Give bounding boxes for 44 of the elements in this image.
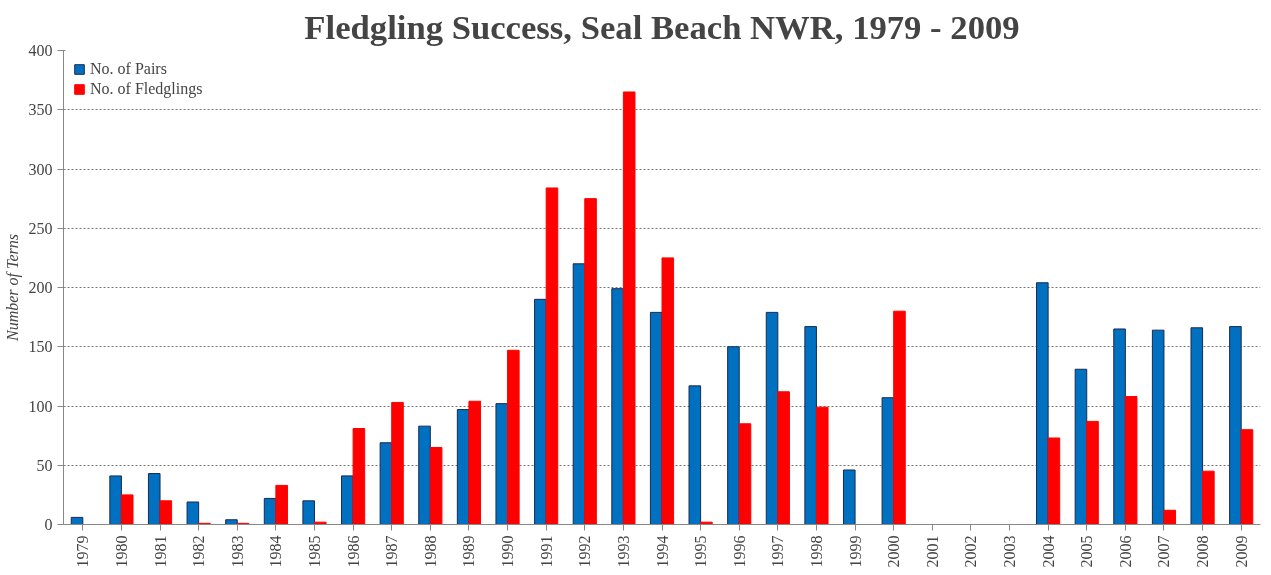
x-tick-label: 1999	[846, 535, 864, 568]
x-tick-label: 2004	[1039, 535, 1057, 568]
legend-label: No. of Fledglings	[90, 80, 203, 98]
x-tick-label: 1992	[576, 535, 594, 568]
x-tick-label: 1985	[305, 535, 323, 568]
x-tick-label: 1984	[267, 535, 285, 568]
x-tick-label: 2009	[1232, 535, 1250, 568]
x-tick-label: 1980	[112, 535, 130, 568]
x-tick-label: 1987	[383, 535, 401, 568]
x-tick-label: 1993	[614, 535, 632, 568]
x-tick-label: 2000	[885, 535, 903, 568]
x-tick-label: 1981	[151, 535, 169, 568]
y-tick-label: 200	[28, 279, 53, 296]
y-axis-title: Number of Terns	[3, 234, 22, 342]
x-tick-label: 1994	[653, 535, 671, 568]
y-tick-label: 400	[28, 42, 53, 59]
x-tick-label: 1989	[460, 535, 478, 568]
x-tick-label: 1982	[190, 535, 208, 568]
x-tick-label: 1988	[421, 535, 439, 568]
legend-label: No. of Pairs	[90, 60, 167, 78]
x-tick-label: 2008	[1194, 535, 1212, 568]
x-tick-label: 1983	[228, 535, 246, 568]
x-tick-label: 1998	[807, 535, 825, 568]
x-tick-label: 1979	[74, 535, 92, 568]
y-tick-label: 250	[28, 219, 53, 237]
y-tick-label: 50	[36, 456, 53, 474]
x-tick-label: 1995	[692, 535, 710, 568]
x-tick-label: 2003	[1001, 535, 1019, 568]
x-tick-label: 2007	[1155, 535, 1173, 568]
x-tick-label: 2005	[1078, 535, 1096, 568]
chart-title: Fledgling Success, Seal Beach NWR, 1979 - 2009	[304, 7, 1020, 46]
x-tick-label: 2006	[1116, 535, 1134, 568]
x-tick-label: 1986	[344, 535, 362, 568]
y-tick-label: 350	[28, 101, 53, 119]
y-tick-label: 150	[28, 338, 53, 356]
x-tick-label: 1996	[730, 535, 748, 568]
x-tick-label: 1990	[499, 535, 517, 568]
y-tick-label: 100	[28, 397, 53, 415]
y-tick-label: 300	[28, 160, 53, 178]
x-tick-label: 2001	[923, 535, 941, 568]
x-tick-label: 2002	[962, 535, 980, 568]
x-tick-label: 1991	[537, 535, 555, 568]
x-tick-label: 1997	[769, 535, 787, 568]
y-tick-label: 0	[44, 516, 53, 533]
